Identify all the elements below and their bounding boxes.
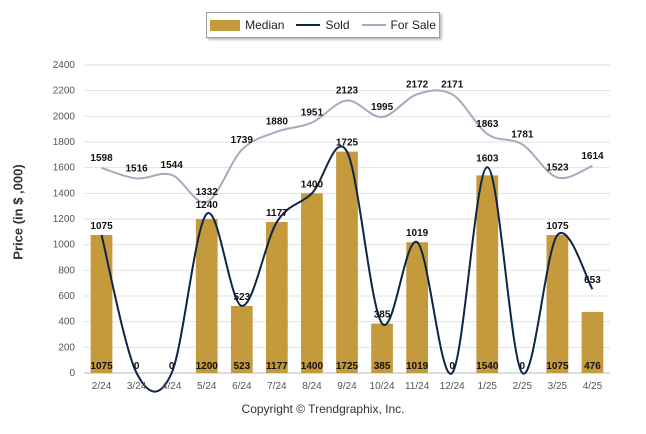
legend-item-sold[interactable]: Sold xyxy=(296,18,350,32)
y-tick-label: 600 xyxy=(58,291,75,302)
median-data-label: 385 xyxy=(374,361,391,372)
x-tick-label: 8/24 xyxy=(302,381,322,392)
y-tick-label: 1200 xyxy=(53,214,76,225)
median-bar xyxy=(265,221,288,373)
x-tick-label: 9/24 xyxy=(337,381,357,392)
legend-item-median[interactable]: Median xyxy=(210,18,284,32)
x-tick-label: 3/25 xyxy=(548,381,568,392)
copyright: Copyright © Trendgraphix, Inc. xyxy=(241,402,405,416)
for-sale-swatch xyxy=(361,24,386,26)
for-sale-data-label: 1739 xyxy=(231,135,254,146)
sold-data-label: 1603 xyxy=(476,153,499,164)
median-bar xyxy=(90,235,113,373)
legend: Median Sold For Sale xyxy=(206,12,440,38)
x-tick-label: 4/25 xyxy=(583,381,603,392)
median-bar xyxy=(476,175,499,373)
for-sale-data-label: 1516 xyxy=(125,163,148,174)
x-tick-label: 11/24 xyxy=(405,381,430,392)
x-tick-label: 4/24 xyxy=(162,381,182,392)
for-sale-data-label: 1995 xyxy=(371,102,394,113)
median-data-label: 1075 xyxy=(90,361,113,372)
y-tick-label: 0 xyxy=(69,368,75,379)
median-bar xyxy=(195,219,218,373)
median-data-label: 1177 xyxy=(266,361,288,372)
sold-data-label: 1240 xyxy=(196,200,219,211)
median-bar xyxy=(336,151,358,373)
x-tick-label: 10/24 xyxy=(370,381,395,392)
y-tick-label: 1600 xyxy=(53,163,76,174)
median-data-label: 1200 xyxy=(196,361,219,372)
sold-swatch xyxy=(296,24,321,26)
median-data-label: 0 xyxy=(449,361,455,372)
median-data-label: 1019 xyxy=(406,361,429,372)
for-sale-data-label: 2123 xyxy=(336,86,359,97)
x-tick-label: 7/24 xyxy=(267,381,287,392)
y-axis-label: Price (in $ ,000) xyxy=(10,164,26,260)
median-data-label: 1400 xyxy=(301,361,324,372)
legend-item-for-sale[interactable]: For Sale xyxy=(361,18,436,32)
for-sale-data-label: 1544 xyxy=(161,160,184,171)
legend-label-sold: Sold xyxy=(325,18,350,32)
x-tick-label: 2/25 xyxy=(513,381,533,392)
y-tick-label: 1400 xyxy=(53,188,76,199)
median-swatch xyxy=(210,19,241,31)
legend-label-median: Median xyxy=(245,18,285,32)
median-data-label: 1540 xyxy=(476,361,499,372)
x-tick-label: 3/24 xyxy=(127,381,147,392)
for-sale-data-label: 1781 xyxy=(511,129,534,140)
x-tick-label: 5/24 xyxy=(197,381,217,392)
sold-data-label: 1019 xyxy=(406,228,429,239)
median-data-label: 0 xyxy=(134,361,140,372)
sold-data-label: 1177 xyxy=(266,208,288,219)
for-sale-data-label: 2171 xyxy=(441,79,464,90)
median-data-label: 1725 xyxy=(336,361,359,372)
legend-label-for-sale: For Sale xyxy=(390,18,436,32)
median-data-label: 0 xyxy=(169,361,175,372)
sold-data-label: 1075 xyxy=(90,221,113,232)
x-tick-label: 1/25 xyxy=(478,381,498,392)
median-bar xyxy=(371,323,393,373)
for-sale-line xyxy=(101,89,593,204)
y-tick-label: 1000 xyxy=(53,240,76,251)
median-bar xyxy=(301,193,323,373)
x-tick-label: 6/24 xyxy=(232,381,252,392)
sold-data-label: 385 xyxy=(374,310,391,321)
y-tick-label: 400 xyxy=(58,317,75,328)
x-tick-label: 12/24 xyxy=(440,381,465,392)
median-bar xyxy=(230,305,253,373)
sold-data-label: 1725 xyxy=(336,138,359,149)
median-bar xyxy=(406,242,429,373)
for-sale-data-label: 1614 xyxy=(581,151,604,162)
median-data-label: 1075 xyxy=(546,361,569,372)
for-sale-data-label: 1951 xyxy=(301,108,324,119)
y-tick-label: 2000 xyxy=(53,111,76,122)
median-data-label: 523 xyxy=(233,361,250,372)
median-data-label: 0 xyxy=(520,361,526,372)
median-bar xyxy=(581,311,604,373)
sold-data-label: 1400 xyxy=(301,179,324,190)
y-tick-label: 200 xyxy=(58,342,75,353)
y-tick-label: 1800 xyxy=(53,137,76,148)
median-data-label: 476 xyxy=(584,361,601,372)
for-sale-data-label: 1880 xyxy=(266,117,289,128)
sold-data-label: 653 xyxy=(584,275,601,286)
for-sale-data-label: 1332 xyxy=(196,187,219,198)
sold-data-label: 523 xyxy=(233,292,250,303)
sold-data-label: 1075 xyxy=(546,221,569,232)
sold-line xyxy=(100,145,594,393)
for-sale-data-label: 1523 xyxy=(546,163,569,174)
y-tick-label: 2200 xyxy=(53,86,76,97)
for-sale-data-label: 1863 xyxy=(476,119,499,130)
x-tick-label: 2/24 xyxy=(92,381,112,392)
y-tick-label: 2400 xyxy=(53,60,76,71)
for-sale-data-label: 1598 xyxy=(90,153,113,164)
for-sale-data-label: 2172 xyxy=(406,79,429,90)
y-tick-label: 800 xyxy=(58,265,75,276)
median-bar xyxy=(546,235,569,373)
